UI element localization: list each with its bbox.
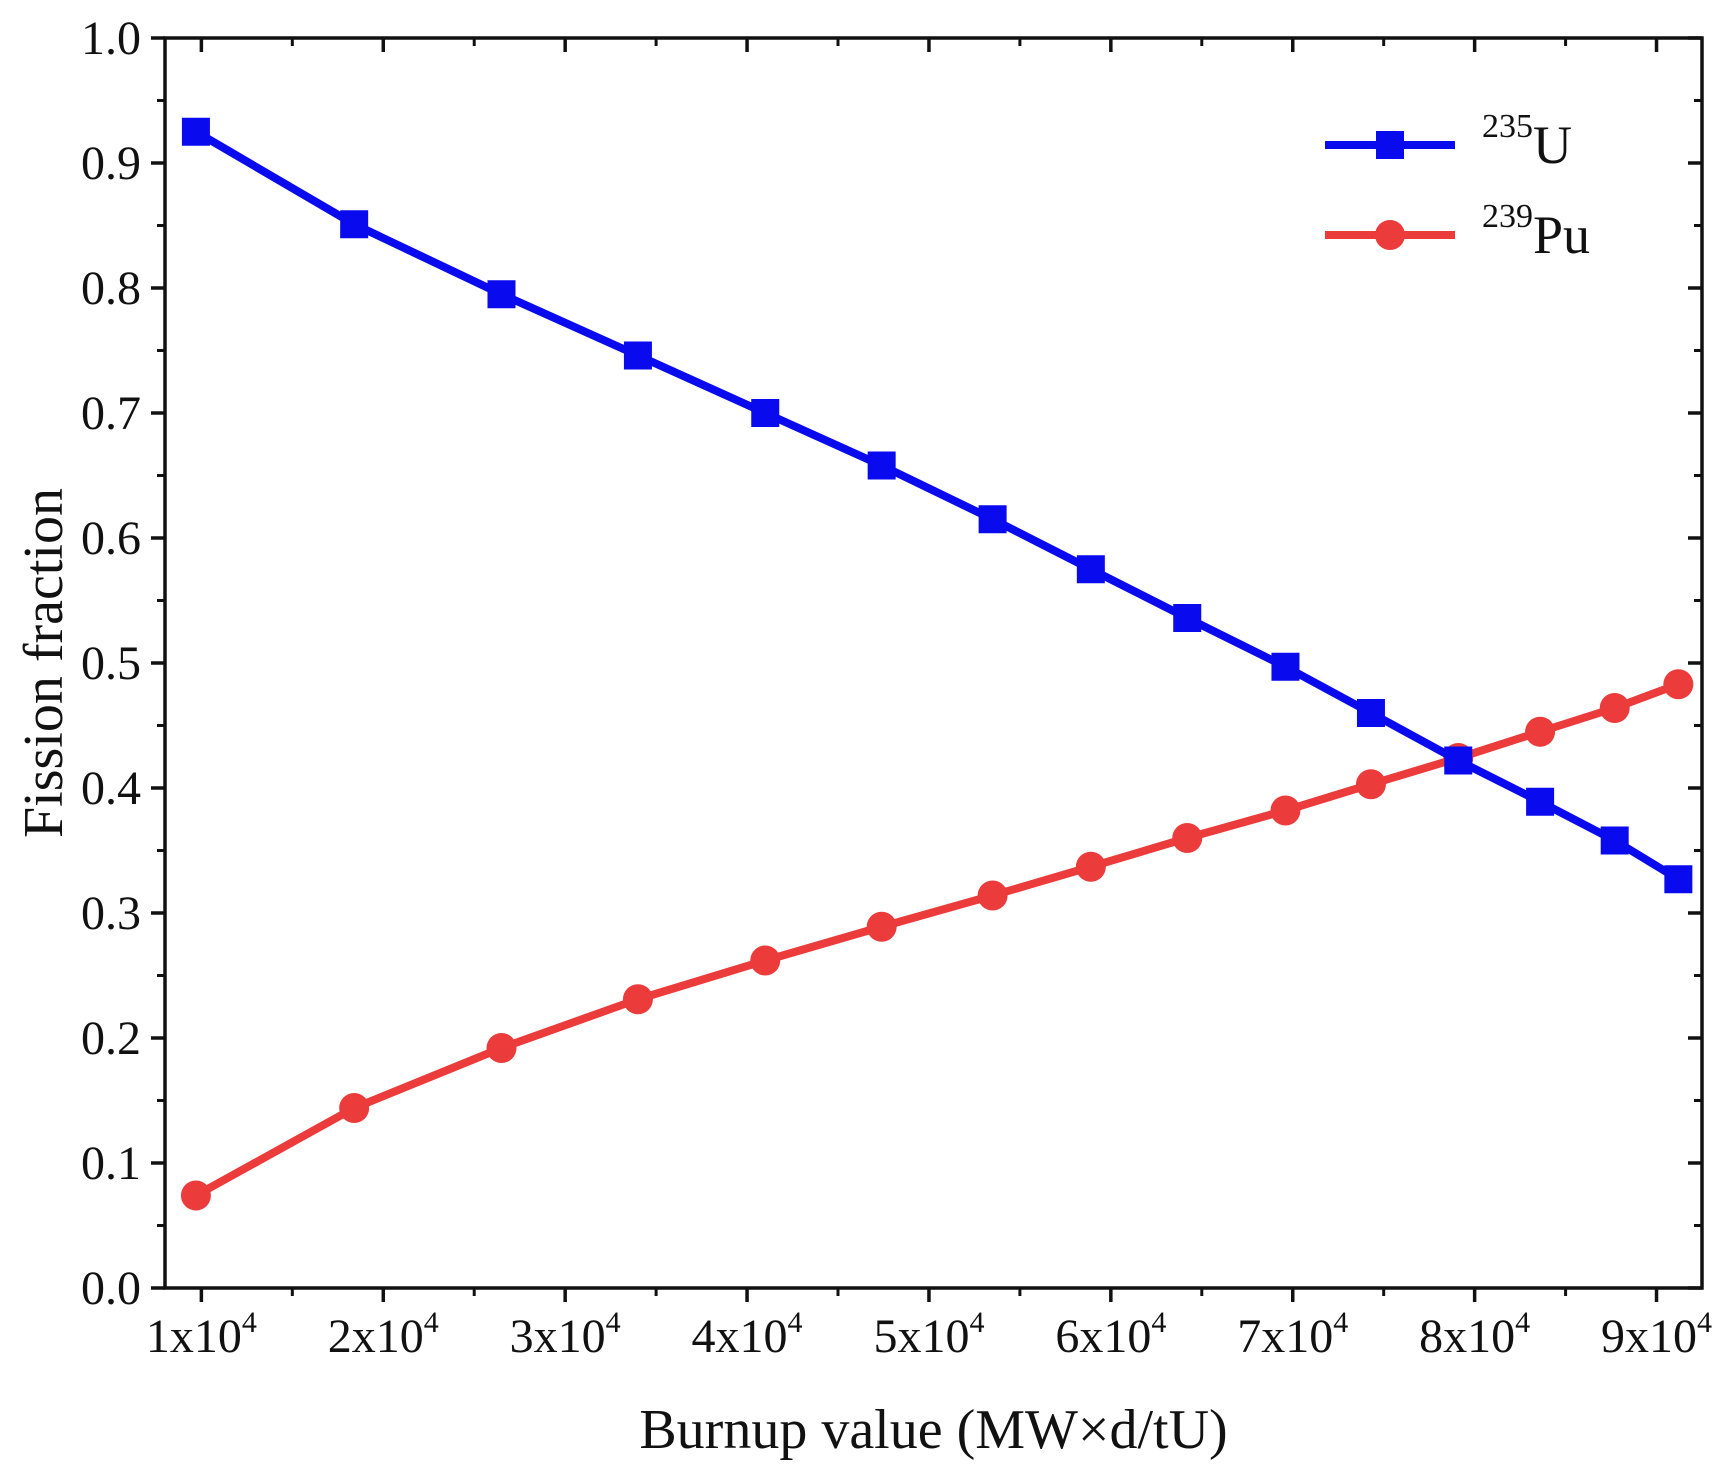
y-tick-label: 0.5	[81, 637, 141, 690]
legend-marker-pu	[1375, 220, 1405, 250]
data-point-u	[623, 341, 652, 370]
y-axis-title: Fission fraction	[13, 488, 75, 838]
plot-area-frame	[163, 36, 1704, 1290]
x-tick-exponent: 4	[1333, 1306, 1348, 1339]
data-point-u	[1664, 865, 1693, 894]
x-tick-exponent: 4	[788, 1306, 803, 1339]
data-point-pu	[339, 1093, 370, 1123]
x-tick-mantissa: 7x10	[1237, 1310, 1333, 1363]
x-tick-mantissa: 1x10	[146, 1310, 242, 1363]
x-tick-label: 8x104	[1419, 1306, 1530, 1363]
data-point-u	[1173, 604, 1202, 632]
x-tick-mantissa: 4x10	[692, 1310, 788, 1363]
legend-label-base: U	[1533, 115, 1572, 175]
x-tick-exponent: 4	[969, 1306, 984, 1339]
x-tick-label: 5x104	[873, 1306, 984, 1363]
data-point-pu	[1599, 693, 1630, 723]
data-point-u	[1356, 699, 1385, 727]
data-point-pu	[750, 945, 781, 976]
data-point-pu	[180, 1180, 211, 1211]
x-axis-title: Burnup value (MW×d/tU)	[639, 1399, 1227, 1461]
data-point-pu	[1355, 769, 1386, 800]
y-axis-ticks: 0.0 0.1 0.2 0.3 0.4 0.5 0.6 0.7 0.8 0.9 1.0	[81, 12, 1702, 1315]
legend-label-superscript: 235	[1482, 108, 1533, 145]
data-point-u	[181, 117, 210, 146]
x-tick-mantissa: 8x10	[1419, 1310, 1515, 1363]
data-point-u	[1600, 826, 1629, 855]
data-point-u	[1526, 787, 1555, 816]
y-tick-label: 0.8	[81, 262, 141, 315]
data-point-pu	[1270, 795, 1301, 826]
y-tick-label: 0.2	[81, 1012, 141, 1065]
x-tick-exponent: 4	[1697, 1306, 1712, 1339]
data-point-pu	[1172, 823, 1203, 853]
x-tick-exponent: 4	[424, 1306, 439, 1339]
x-tick-exponent: 4	[1515, 1306, 1530, 1339]
x-tick-label: 7x104	[1237, 1306, 1348, 1363]
legend-label-pu: 239Pu	[1482, 198, 1590, 265]
x-tick-exponent: 4	[606, 1306, 621, 1339]
data-point-pu	[1663, 669, 1694, 700]
y-tick-label: 0.1	[81, 1137, 141, 1190]
y-tick-label: 1.0	[81, 12, 141, 65]
x-tick-label: 1x104	[146, 1306, 257, 1363]
x-tick-label: 2x104	[328, 1306, 439, 1363]
data-point-pu	[1525, 716, 1556, 747]
legend-label-superscript: 239	[1482, 198, 1533, 235]
y-tick-label: 0.0	[81, 1262, 141, 1315]
y-tick-label: 0.4	[81, 762, 141, 815]
x-tick-exponent: 4	[1151, 1306, 1166, 1339]
x-tick-label: 9x104	[1601, 1306, 1712, 1363]
data-point-u	[340, 210, 369, 239]
data-point-pu	[977, 880, 1008, 911]
data-point-u	[1076, 555, 1105, 584]
y-tick-label: 0.3	[81, 887, 141, 940]
legend-label-u: 235U	[1482, 108, 1572, 175]
x-tick-mantissa: 2x10	[328, 1310, 424, 1363]
x-tick-mantissa: 5x10	[873, 1310, 969, 1363]
legend-label-base: Pu	[1533, 205, 1590, 265]
x-tick-label: 3x104	[510, 1306, 621, 1363]
x-tick-mantissa: 6x10	[1055, 1310, 1151, 1363]
x-tick-exponent: 4	[242, 1306, 257, 1339]
data-point-pu	[486, 1033, 517, 1063]
y-tick-label: 0.7	[81, 387, 141, 440]
data-point-u	[487, 280, 516, 309]
data-point-pu	[1075, 851, 1106, 882]
y-tick-label: 0.9	[81, 137, 141, 190]
legend-marker-u	[1376, 131, 1404, 159]
x-tick-label: 6x104	[1055, 1306, 1166, 1363]
data-point-u	[867, 451, 896, 480]
x-tick-mantissa: 3x10	[510, 1310, 606, 1363]
data-point-u	[1271, 652, 1300, 681]
data-point-pu	[866, 911, 897, 942]
data-point-u	[751, 399, 780, 427]
data-point-u	[978, 505, 1007, 534]
x-axis-ticks: 1x104 2x104 3x104 4x104 5x104 6x104 7x104 8x104…	[146, 38, 1712, 1363]
x-tick-mantissa: 9x10	[1601, 1310, 1697, 1363]
data-point-pu	[622, 984, 653, 1015]
x-tick-label: 4x104	[692, 1306, 803, 1363]
y-tick-label: 0.6	[81, 512, 141, 565]
series-layer	[180, 117, 1694, 1211]
data-point-u	[1444, 746, 1473, 775]
